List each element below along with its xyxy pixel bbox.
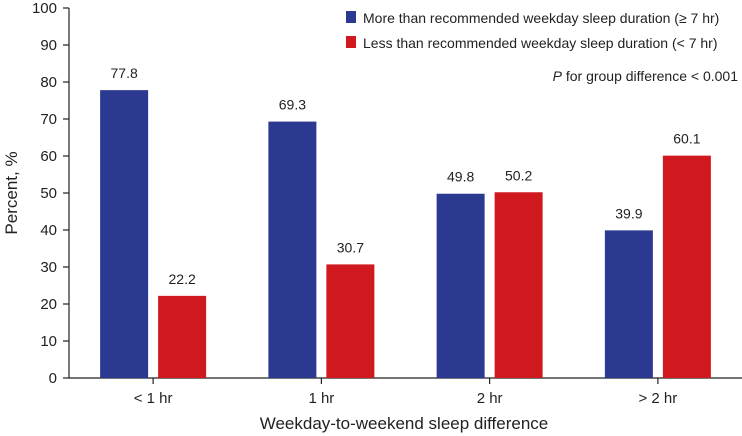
p-value-symbol: P	[553, 68, 563, 84]
x-tick-label: 2 hr	[477, 390, 503, 407]
legend-label-more: More than recommended weekday sleep dura…	[363, 10, 719, 26]
data-label-less-than-recommended: 30.7	[337, 239, 364, 255]
x-tick-label: > 2 hr	[638, 390, 677, 407]
y-ticks: 0 10 20 30 40 50 60 70 80 90 100	[32, 0, 69, 387]
y-tick-label: 40	[40, 222, 57, 239]
y-tick-label: 60	[40, 148, 57, 165]
legend-swatch-less	[346, 36, 356, 48]
y-axis-title: Percent, %	[2, 151, 21, 234]
x-tick-label: 1 hr	[308, 390, 334, 407]
y-tick-label: 30	[40, 259, 57, 276]
data-label-less-than-recommended: 50.2	[505, 167, 532, 183]
y-tick-label: 0	[49, 370, 57, 387]
data-label-less-than-recommended: 60.1	[673, 131, 700, 147]
data-label-more-than-recommended: 77.8	[111, 65, 138, 81]
bar-less-than-recommended	[158, 295, 207, 378]
y-tick-label: 70	[40, 111, 57, 128]
y-tick-label: 100	[32, 0, 57, 17]
p-value-text: for group difference < 0.001	[562, 68, 738, 84]
y-tick-label: 10	[40, 333, 57, 350]
data-label-more-than-recommended: 69.3	[279, 97, 306, 113]
group-difference-note: P for group difference < 0.001	[553, 68, 739, 84]
legend-swatch-more	[346, 11, 356, 23]
bar-less-than-recommended	[494, 192, 543, 378]
bar-less-than-recommended	[326, 264, 375, 378]
legend-label-less: Less than recommended weekday sleep dura…	[363, 35, 717, 51]
legend: More than recommended weekday sleep dura…	[346, 10, 719, 51]
y-tick-label: 90	[40, 37, 57, 54]
bar-more-than-recommended	[100, 90, 149, 378]
x-ticks: < 1 hr 1 hr 2 hr > 2 hr	[134, 378, 677, 407]
y-tick-label: 20	[40, 296, 57, 313]
y-tick-label: 50	[40, 185, 57, 202]
bar-less-than-recommended	[662, 155, 711, 378]
y-tick-label: 80	[40, 74, 57, 91]
data-label-less-than-recommended: 22.2	[169, 271, 196, 287]
data-label-more-than-recommended: 49.8	[447, 169, 474, 185]
x-axis-title: Weekday-to-weekend sleep difference	[260, 414, 549, 433]
data-label-more-than-recommended: 39.9	[615, 205, 642, 221]
bar-more-than-recommended	[604, 230, 653, 378]
x-tick-label: < 1 hr	[134, 390, 173, 407]
bar-more-than-recommended	[436, 193, 485, 378]
bars: 77.8 22.2 69.3 30.7 49.8 50.2 39.9 60.1	[100, 65, 711, 378]
bar-more-than-recommended	[268, 121, 317, 378]
